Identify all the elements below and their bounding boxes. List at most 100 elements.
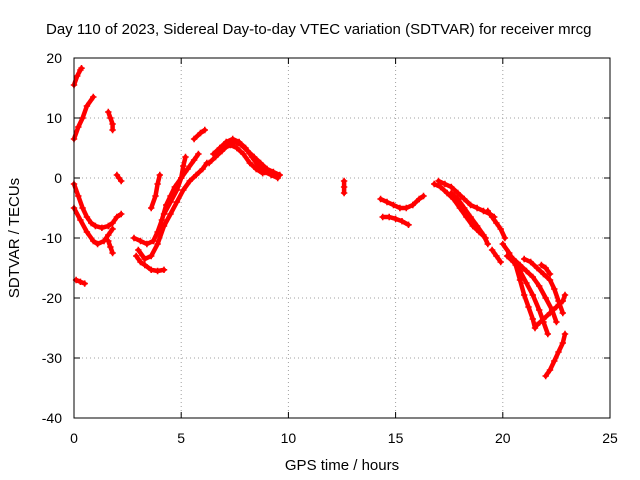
data-point xyxy=(546,309,554,317)
data-point xyxy=(525,303,532,311)
series-trace xyxy=(131,151,201,247)
series-arc-26 xyxy=(499,240,539,332)
data-point xyxy=(205,159,213,167)
x-axis-label: GPS time / hours xyxy=(285,457,399,474)
data-point xyxy=(416,195,423,203)
data-point xyxy=(441,180,449,188)
y-axis-label: SDTVAR / TECUs xyxy=(6,178,23,298)
y-tick-label: -10 xyxy=(42,230,62,246)
x-tick-label: 20 xyxy=(495,430,511,446)
data-point xyxy=(88,219,95,227)
data-point xyxy=(223,138,230,146)
data-point xyxy=(538,261,545,269)
data-point xyxy=(79,114,86,122)
data-point xyxy=(340,177,348,185)
data-point xyxy=(233,144,241,152)
chart-title: Day 110 of 2023, Sidereal Day-to-day VTE… xyxy=(46,21,591,38)
data-point xyxy=(546,270,554,278)
data-point xyxy=(253,165,260,173)
data-point xyxy=(199,165,206,173)
data-point xyxy=(555,348,562,356)
data-point xyxy=(340,189,348,197)
data-series xyxy=(70,65,569,380)
data-point xyxy=(493,252,500,260)
data-point xyxy=(559,297,566,305)
data-point xyxy=(173,198,181,206)
data-point xyxy=(160,210,168,218)
y-tick-label: 0 xyxy=(54,170,62,186)
series-arc-4 xyxy=(70,180,125,231)
data-point xyxy=(448,189,455,197)
x-tick-label: 0 xyxy=(70,430,78,446)
data-point xyxy=(143,240,151,248)
data-point xyxy=(148,266,155,273)
data-point xyxy=(392,215,399,222)
data-point xyxy=(156,171,163,179)
data-point xyxy=(83,228,91,236)
data-point xyxy=(533,321,541,329)
data-point xyxy=(561,291,569,299)
data-point xyxy=(81,280,88,287)
series-trace xyxy=(511,256,559,325)
data-point xyxy=(154,240,161,248)
data-point xyxy=(390,201,397,209)
data-point xyxy=(386,213,393,221)
y-tick-labels: -40 -30 -20 -10 0 10 20 xyxy=(42,50,62,426)
data-point xyxy=(544,330,551,338)
data-point xyxy=(184,165,191,173)
data-point xyxy=(75,123,82,131)
data-point xyxy=(542,264,549,272)
data-point xyxy=(377,195,384,203)
data-point xyxy=(113,213,121,221)
data-point xyxy=(461,195,468,203)
data-point xyxy=(551,357,558,365)
series-arc-18 xyxy=(340,177,348,197)
series-arc-11 xyxy=(135,159,211,263)
data-point xyxy=(248,153,256,161)
series-arc-3 xyxy=(105,108,116,134)
data-point xyxy=(497,258,504,266)
data-point xyxy=(190,135,198,143)
data-point xyxy=(546,366,554,374)
data-point xyxy=(473,204,481,212)
series-arc-9 xyxy=(130,150,202,248)
data-point xyxy=(467,213,474,221)
y-tick-label: -20 xyxy=(42,290,62,306)
series-arc-8 xyxy=(113,171,125,185)
data-point xyxy=(553,303,560,311)
data-point xyxy=(461,204,468,212)
data-point xyxy=(220,144,228,152)
data-point xyxy=(551,285,558,293)
data-point xyxy=(98,224,106,231)
data-point xyxy=(499,240,506,248)
data-point xyxy=(493,219,500,227)
data-point xyxy=(154,180,161,188)
data-point xyxy=(141,261,148,269)
series-arc-20 xyxy=(379,213,412,228)
data-point xyxy=(546,276,554,284)
data-point xyxy=(448,183,455,191)
x-tick-labels: 0 5 10 15 20 25 xyxy=(70,430,618,446)
data-point xyxy=(559,339,566,347)
data-point xyxy=(536,306,543,314)
data-point xyxy=(167,210,174,218)
data-point xyxy=(268,171,275,179)
data-point xyxy=(523,267,530,275)
data-point xyxy=(107,114,114,122)
data-point xyxy=(90,93,97,101)
data-point xyxy=(240,150,247,158)
data-point xyxy=(152,192,159,200)
data-point xyxy=(467,201,474,209)
data-point xyxy=(109,120,116,128)
data-point xyxy=(74,72,81,80)
data-point xyxy=(75,192,82,200)
data-point xyxy=(109,249,116,257)
x-tick-label: 15 xyxy=(388,430,404,446)
data-point xyxy=(193,171,200,179)
data-point xyxy=(516,267,524,275)
data-point xyxy=(484,240,491,248)
data-point xyxy=(540,270,547,278)
data-point xyxy=(83,213,91,221)
data-point xyxy=(195,150,202,158)
